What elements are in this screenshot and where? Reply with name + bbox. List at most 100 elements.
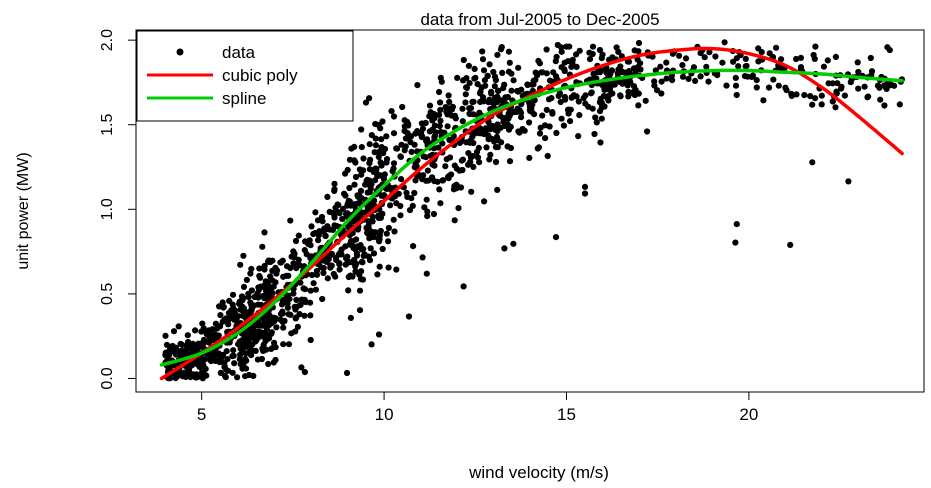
data-point (741, 73, 749, 80)
data-point (354, 252, 361, 259)
data-point (308, 223, 315, 230)
legend-spline-label: spline (222, 89, 266, 108)
data-point (401, 127, 408, 135)
data-point (353, 268, 360, 275)
data-point (360, 252, 367, 259)
data-point (604, 94, 611, 101)
data-point (546, 77, 554, 84)
data-point (372, 229, 379, 236)
data-point (466, 80, 473, 87)
data-point (531, 111, 538, 118)
data-point (425, 177, 432, 184)
data-point (467, 158, 474, 166)
data-point (230, 352, 237, 359)
data-point (265, 360, 272, 368)
data-point (492, 158, 500, 166)
data-point (770, 76, 777, 83)
data-point (366, 166, 373, 173)
data-point (265, 322, 272, 329)
data-point (563, 43, 570, 50)
y-axis-label: unit power (MW) (15, 152, 32, 269)
data-point (479, 48, 486, 55)
data-point (576, 112, 583, 119)
data-point (466, 110, 473, 117)
data-point (730, 58, 737, 65)
data-point (288, 330, 295, 337)
data-point (714, 72, 721, 79)
data-point (476, 159, 483, 166)
data-point (376, 263, 383, 270)
data-point (363, 177, 370, 184)
x-tick-label: 10 (375, 405, 394, 424)
data-point (240, 283, 248, 290)
data-point (494, 51, 501, 59)
data-point (268, 329, 275, 336)
data-point (635, 102, 642, 109)
data-point (436, 88, 443, 96)
data-point (324, 275, 331, 282)
data-point (565, 110, 572, 117)
data-point (339, 215, 346, 222)
data-point (316, 230, 323, 237)
data-point (462, 99, 469, 106)
data-point (847, 79, 854, 86)
data-point (508, 70, 515, 77)
data-point (266, 335, 273, 342)
data-point (601, 103, 608, 110)
data-point (338, 246, 345, 253)
data-point (198, 328, 205, 335)
data-point (518, 114, 525, 121)
data-point (742, 63, 749, 70)
data-point (221, 372, 229, 379)
data-point (635, 39, 643, 47)
data-point (229, 291, 237, 298)
data-point (249, 341, 256, 348)
data-point (455, 205, 462, 212)
data-point (301, 369, 308, 376)
data-point (362, 99, 370, 106)
data-point (243, 276, 250, 283)
data-point (260, 347, 267, 354)
data-point (427, 109, 434, 116)
data-point (841, 92, 849, 99)
data-point (497, 46, 505, 53)
data-point (538, 69, 545, 76)
data-point (588, 90, 595, 97)
data-point (418, 129, 425, 136)
data-point (200, 336, 208, 343)
data-point (887, 82, 894, 89)
data-point (251, 330, 258, 338)
data-point (532, 69, 539, 76)
data-point (886, 47, 893, 54)
data-point (335, 202, 342, 209)
data-point (372, 135, 379, 142)
data-point (390, 113, 398, 120)
data-point (320, 264, 327, 272)
data-point (488, 135, 495, 142)
data-point (210, 337, 217, 344)
data-point (220, 304, 227, 311)
data-point (493, 99, 500, 106)
data-point (419, 254, 426, 261)
data-point (353, 236, 360, 243)
data-point (834, 80, 841, 87)
data-point (437, 106, 444, 114)
data-point (586, 56, 594, 63)
data-point (490, 68, 497, 76)
data-point (491, 83, 498, 90)
data-point (573, 63, 580, 70)
data-point (536, 130, 544, 137)
data-point (635, 90, 642, 97)
data-point (357, 242, 364, 249)
data-point (356, 307, 364, 314)
data-point (557, 98, 564, 106)
data-point (247, 270, 254, 277)
y-tick-label: 0.5 (99, 283, 116, 305)
data-point (441, 129, 448, 136)
data-point (291, 250, 298, 257)
data-point (390, 160, 398, 167)
data-point (567, 118, 574, 125)
data-point (446, 98, 453, 106)
data-point (383, 230, 390, 237)
data-point (506, 112, 513, 119)
